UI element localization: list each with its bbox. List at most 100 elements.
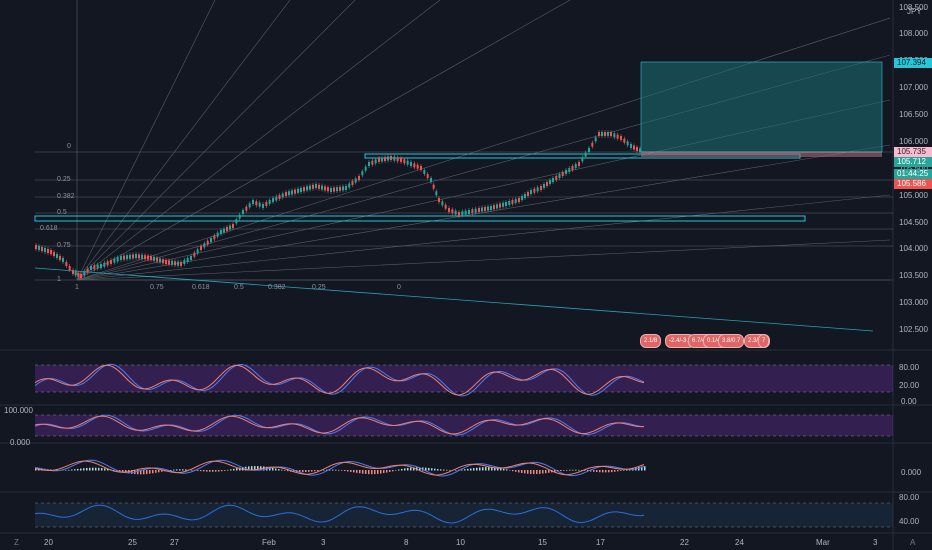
macd-histogram-bar — [311, 470, 313, 472]
macd-histogram-bar — [389, 470, 391, 472]
price-axis-label: 106.500 — [899, 110, 928, 119]
candle-body — [72, 270, 74, 274]
candle-body — [438, 198, 440, 202]
time-axis-label: 20 — [44, 538, 53, 547]
candle-body — [406, 160, 409, 165]
fib-level-label: 0.25 — [57, 176, 71, 183]
candle-body — [50, 250, 52, 254]
stoch-rsi-k-line — [34, 363, 645, 397]
macd-histogram-bar — [605, 470, 607, 473]
macd-histogram-bar — [170, 469, 172, 471]
fan-level-label: 0.382 — [268, 284, 286, 291]
timezone-toggle-button[interactable]: Z — [14, 538, 19, 547]
candle-body — [543, 184, 545, 188]
candle-body — [177, 261, 179, 266]
macd-histogram-bar — [503, 468, 505, 471]
candle-body — [410, 162, 412, 166]
economic-event-badge[interactable]: 3.8/0.7 — [718, 334, 745, 348]
price-axis-label: 108.000 — [899, 29, 928, 38]
candle-body — [364, 166, 367, 171]
economic-event-badge[interactable]: 7 — [758, 334, 770, 348]
macd-histogram-bar — [608, 470, 610, 473]
candle-body — [126, 255, 128, 260]
macd-histogram-bar — [137, 470, 139, 475]
candle-body — [83, 271, 86, 276]
economic-event-badge[interactable]: 2.1/8 — [640, 334, 662, 348]
macd-histogram-bar — [410, 467, 412, 471]
macd-histogram-bar — [464, 469, 466, 471]
candle-body — [278, 195, 281, 199]
candle-body — [536, 187, 539, 192]
trend-line[interactable] — [34, 267, 874, 332]
macd-histogram-bar — [491, 467, 493, 471]
macd-histogram-bar — [548, 470, 550, 473]
macd-histogram-bar — [299, 470, 301, 473]
macd-line — [34, 459, 645, 477]
candle-body — [35, 245, 37, 249]
macd-histogram-bar — [434, 468, 436, 471]
macd-histogram-bar — [353, 470, 355, 473]
candle-body — [374, 159, 377, 164]
macd-histogram-bar — [377, 470, 379, 474]
candle-body — [190, 256, 192, 260]
macd-histogram-bar — [206, 470, 208, 472]
macd-histogram-bar — [578, 469, 580, 471]
macd-histogram-bar — [341, 470, 343, 471]
macd-histogram-bar — [398, 469, 400, 471]
candle-body — [604, 132, 606, 136]
macd-histogram-bar — [161, 470, 163, 472]
macd-histogram-bar — [374, 470, 376, 475]
price-tag: 01:44:25 — [894, 169, 932, 179]
macd-histogram-bar — [494, 467, 496, 471]
time-axis-label: 17 — [596, 538, 605, 547]
auto-scale-button[interactable]: A — [910, 538, 916, 547]
macd-histogram-bar — [215, 470, 217, 472]
candle-body — [555, 176, 558, 180]
candle-body — [229, 225, 231, 230]
macd-histogram-bar — [488, 467, 490, 471]
macd-histogram-bar — [437, 469, 439, 471]
macd-histogram-bar — [518, 470, 520, 473]
candle-body — [62, 258, 64, 262]
candle-body — [318, 184, 320, 189]
fib-level-label: 0 — [67, 143, 71, 150]
candle-body — [552, 178, 554, 182]
macd-histogram-bar — [641, 466, 643, 471]
macd-histogram-bar — [545, 470, 547, 474]
macd-histogram-bar — [269, 467, 271, 471]
price-tag: 105.712 — [894, 157, 932, 167]
macd-histogram-bar — [533, 470, 535, 475]
fib-level-label: 0.75 — [57, 242, 71, 249]
long-position-target[interactable] — [640, 61, 883, 153]
fan-level-label: 0 — [397, 284, 401, 291]
macd-histogram-bar — [569, 469, 571, 471]
fan-level-label: 0.618 — [192, 284, 210, 291]
rsi-band — [35, 503, 893, 527]
long-position-stop[interactable] — [641, 152, 882, 157]
price-axis-label: 106.000 — [899, 137, 928, 146]
candle-body — [306, 186, 308, 191]
macd-histogram-bar — [308, 470, 310, 472]
macd-histogram-bar — [413, 467, 415, 471]
candle-body — [216, 232, 219, 237]
macd-histogram-bar — [593, 470, 595, 472]
support-zone[interactable] — [34, 215, 806, 222]
candle-body — [448, 208, 450, 212]
candle-body — [571, 166, 574, 170]
candle-body — [558, 174, 561, 178]
macd-histogram-bar — [293, 470, 295, 472]
candle-body — [354, 178, 357, 183]
macd-histogram-bar — [596, 470, 598, 473]
candle-body — [90, 266, 92, 270]
price-candles[interactable] — [35, 130, 641, 280]
candle-body — [584, 152, 587, 157]
macd-histogram-bar — [368, 470, 370, 475]
candle-body — [514, 199, 517, 203]
fib-retracement[interactable] — [35, 151, 893, 281]
time-axis-label: 22 — [680, 538, 689, 547]
candle-body — [297, 188, 299, 193]
price-axis-label: 104.000 — [899, 244, 928, 253]
candle-body — [162, 259, 164, 264]
candle-body — [574, 164, 577, 168]
